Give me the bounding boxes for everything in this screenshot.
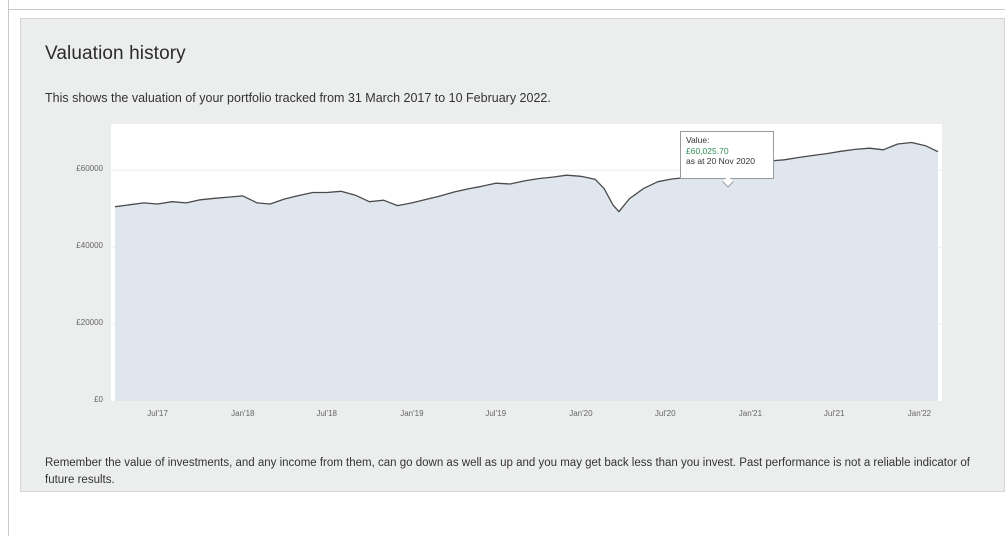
tooltip-value: £60,025.70	[686, 145, 729, 156]
x-tick-label: Jul'21	[823, 409, 845, 418]
x-tick-label: Jan'19	[400, 409, 424, 418]
tooltip-date: as at 20 Nov 2020	[686, 156, 755, 166]
y-tick-label: £0	[94, 395, 103, 404]
x-tick-label: Jan'18	[231, 409, 255, 418]
valuation-area-fill	[115, 142, 938, 401]
x-tick-label: Jul'20	[654, 409, 676, 418]
x-tick-label: Jan'21	[738, 409, 763, 418]
y-tick-label: £40000	[76, 241, 103, 251]
x-tick-label: Jul'19	[485, 409, 507, 418]
x-tick-label: Jul'18	[316, 409, 337, 418]
valuation-history-panel: Valuation history This shows the valuati…	[20, 18, 1005, 492]
panel-title: Valuation history	[45, 43, 186, 64]
chart-plot-area[interactable]	[111, 124, 942, 401]
tooltip-label: Value:	[686, 135, 710, 145]
panel-subtitle: This shows the valuation of your portfol…	[45, 91, 551, 105]
y-tick-label: £60000	[76, 164, 103, 174]
x-tick-label: Jan'20	[569, 409, 593, 418]
top-divider	[8, 9, 1005, 10]
x-tick-label: Jan'22	[907, 409, 932, 418]
valuation-chart[interactable]	[111, 124, 942, 401]
chart-tooltip: Value: £60,025.70 as at 20 Nov 2020	[680, 131, 774, 179]
x-tick-label: Jul'17	[147, 409, 168, 418]
disclaimer-text: Remember the value of investments, and a…	[45, 457, 970, 486]
valuation-line	[114, 141, 939, 213]
y-tick-label: £20000	[76, 318, 103, 328]
